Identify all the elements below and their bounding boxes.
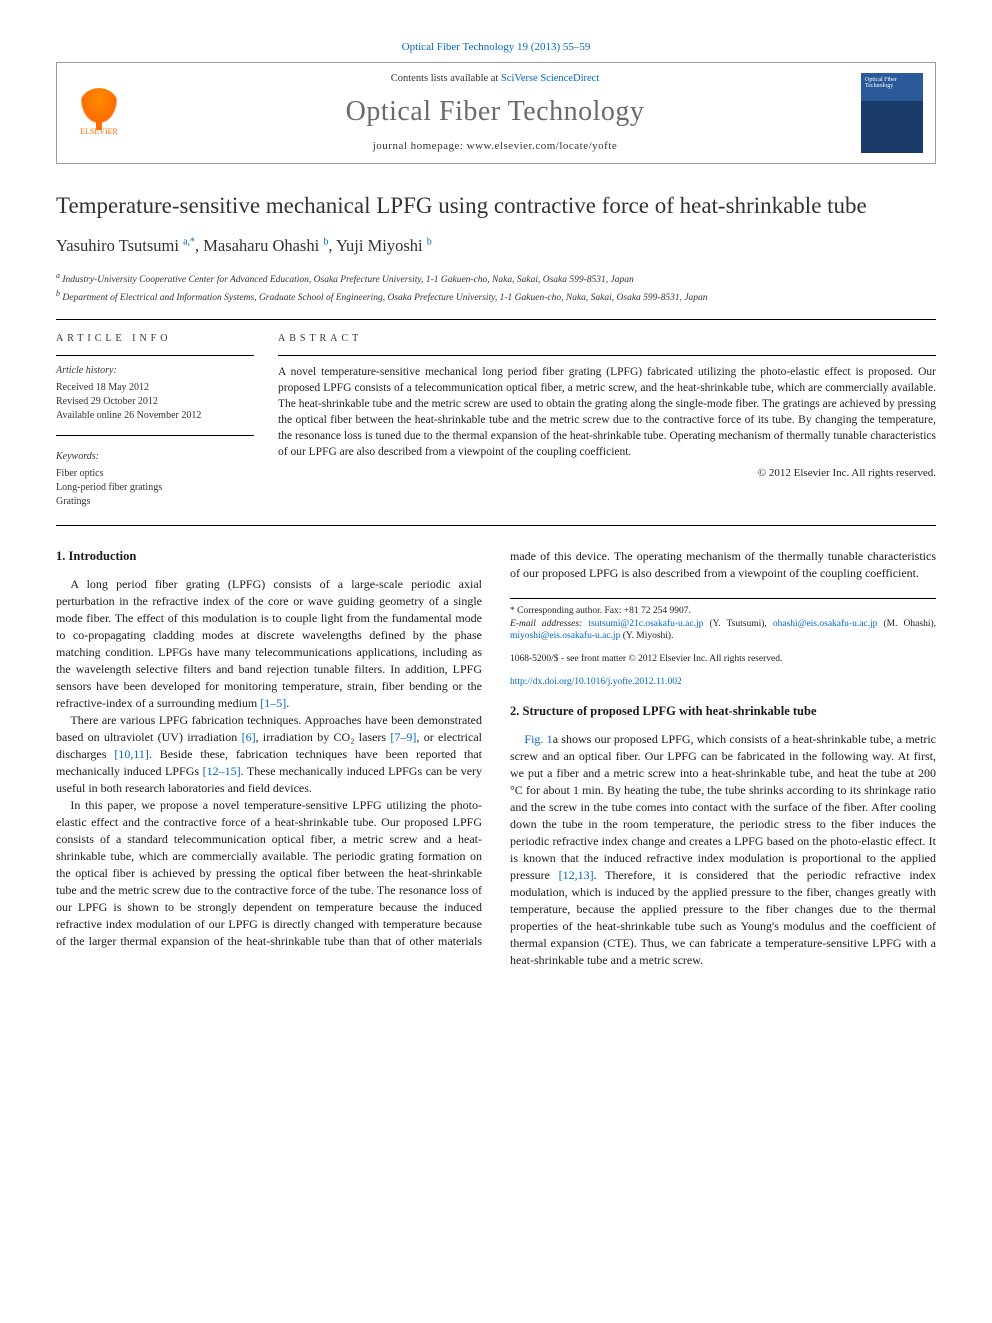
ref-12-15[interactable]: [12–15] (203, 764, 241, 778)
abstract-divider (278, 355, 936, 356)
corresponding-author-block: * Corresponding author. Fax: +81 72 254 … (510, 598, 936, 689)
email-3[interactable]: miyoshi@eis.osakafu-u.ac.jp (510, 631, 620, 641)
abstract-copyright: © 2012 Elsevier Inc. All rights reserved… (278, 466, 936, 482)
section-2-heading: 2. Structure of proposed LPFG with heat-… (510, 703, 936, 721)
s2-p1a: a shows our proposed LPFG, which consist… (510, 732, 936, 882)
journal-header-box: ELSEVIER Contents lists available at Sci… (56, 62, 936, 164)
fig-1-ref[interactable]: Fig. 1 (524, 732, 552, 746)
abstract-heading: ABSTRACT (278, 332, 936, 347)
keyword-2: Long-period fiber gratings (56, 481, 254, 495)
contents-line: Contents lists available at SciVerse Sci… (141, 71, 849, 86)
info-divider-1 (56, 355, 254, 356)
info-divider-2 (56, 435, 254, 436)
divider-bottom (56, 525, 936, 526)
article-title: Temperature-sensitive mechanical LPFG us… (56, 192, 936, 221)
elsevier-logo: ELSEVIER (69, 83, 129, 143)
ref-10-11[interactable]: [10,11] (114, 747, 149, 761)
keyword-3: Gratings (56, 495, 254, 509)
authors-line: Yasuhiro Tsutsumi a,*, Masaharu Ohashi b… (56, 234, 936, 258)
abstract-text: A novel temperature-sensitive mechanical… (278, 364, 936, 461)
contents-prefix: Contents lists available at (391, 73, 501, 84)
body-columns: 1. Introduction A long period fiber grat… (56, 548, 936, 969)
history-received: Received 18 May 2012 (56, 381, 254, 395)
sciencedirect-link[interactable]: SciVerse ScienceDirect (501, 73, 599, 84)
email-1-who: (Y. Tsutsumi), (703, 619, 773, 629)
issn-line: 1068-5200/$ - see front matter © 2012 El… (510, 653, 936, 666)
s2-p1b: . Therefore, it is considered that the p… (510, 868, 936, 967)
abstract-column: ABSTRACT A novel temperature-sensitive m… (278, 332, 936, 509)
journal-homepage: journal homepage: www.elsevier.com/locat… (141, 139, 849, 155)
s1-p1: A long period fiber grating (LPFG) consi… (56, 576, 482, 712)
history-revised: Revised 29 October 2012 (56, 395, 254, 409)
journal-cover-thumbnail: Optical Fiber Technology (861, 73, 923, 153)
email-2[interactable]: ohashi@eis.osakafu-u.ac.jp (773, 619, 878, 629)
s1-p2b: , irradiation by CO₂ lasers (256, 730, 391, 744)
history-online: Available online 26 November 2012 (56, 409, 254, 423)
journal-header-line: Optical Fiber Technology 19 (2013) 55–59 (56, 40, 936, 56)
email-2-who: (M. Ohashi), (877, 619, 936, 629)
corresponding-author: * Corresponding author. Fax: +81 72 254 … (510, 605, 936, 618)
keywords-label: Keywords: (56, 450, 254, 465)
ref-7-9[interactable]: [7–9] (390, 730, 416, 744)
divider-top (56, 319, 936, 320)
email-3-who: (Y. Miyoshi). (620, 631, 673, 641)
info-abstract-row: ARTICLE INFO Article history: Received 1… (56, 332, 936, 509)
s1-p1-text: A long period fiber grating (LPFG) consi… (56, 577, 482, 710)
doi-line: http://dx.doi.org/10.1016/j.yofte.2012.1… (510, 676, 936, 689)
journal-title: Optical Fiber Technology (141, 92, 849, 133)
keyword-1: Fiber optics (56, 467, 254, 481)
doi-link[interactable]: http://dx.doi.org/10.1016/j.yofte.2012.1… (510, 677, 682, 687)
elsevier-tree-icon (79, 88, 119, 126)
article-info-heading: ARTICLE INFO (56, 332, 254, 347)
header-center: Contents lists available at SciVerse Sci… (141, 71, 849, 155)
s1-p2: There are various LPFG fabrication techn… (56, 712, 482, 797)
s2-p1: Fig. 1a shows our proposed LPFG, which c… (510, 731, 936, 969)
affiliations-block: a Industry-University Cooperative Center… (56, 270, 936, 305)
s1-p1-tail: . (286, 696, 289, 710)
email-label: E-mail addresses: (510, 619, 588, 629)
email-line: E-mail addresses: tsutsumi@21c.osakafu-u… (510, 618, 936, 644)
ref-6[interactable]: [6] (242, 730, 256, 744)
section-1-heading: 1. Introduction (56, 548, 482, 566)
article-info-column: ARTICLE INFO Article history: Received 1… (56, 332, 254, 509)
ref-12-13[interactable]: [12,13] (559, 868, 594, 882)
ref-1-5[interactable]: [1–5] (260, 696, 286, 710)
email-1[interactable]: tsutsumi@21c.osakafu-u.ac.jp (588, 619, 703, 629)
history-label: Article history: (56, 364, 254, 379)
